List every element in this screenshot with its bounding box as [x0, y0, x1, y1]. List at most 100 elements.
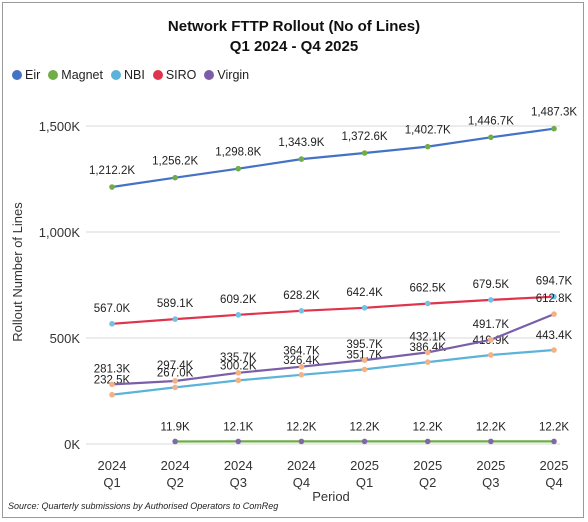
source-note: Source: Quarterly submissions by Authori…: [8, 501, 279, 511]
data-label-virgin: 364.7K: [283, 346, 320, 358]
data-label-eir: 1,372.6K: [342, 131, 388, 143]
data-point-eir: [551, 125, 557, 132]
data-point-nbi: [551, 347, 557, 353]
data-label-virgin: 491.7K: [473, 319, 510, 331]
data-label-magnet: 12.2K: [539, 421, 569, 433]
y-axis-label: Rollout Number of Lines: [10, 202, 25, 342]
data-label-magnet: 11.9K: [161, 421, 191, 433]
x-tick-quarter: Q3: [482, 475, 499, 490]
x-tick-year: 2024: [224, 458, 253, 473]
data-label-virgin: 612.8K: [536, 293, 573, 305]
data-label-eir: 1,446.7K: [468, 115, 514, 127]
data-label-eir: 1,212.2K: [89, 165, 135, 177]
data-point-siro: [235, 312, 242, 318]
data-point-virgin: [298, 363, 305, 370]
y-tick-label: 1,500K: [39, 119, 81, 134]
data-point-nbi: [361, 366, 368, 373]
chart-subtitle: Q1 2024 - Q4 2025: [229, 38, 359, 55]
data-point-siro: [424, 300, 431, 307]
data-point-eir: [172, 174, 178, 181]
data-label-siro: 662.5K: [409, 283, 446, 295]
data-point-eir: [235, 165, 242, 172]
data-label-eir: 1,487.3K: [531, 107, 577, 119]
x-tick-quarter: Q4: [545, 475, 562, 490]
data-label-eir: 1,256.2K: [152, 156, 198, 168]
y-tick-label: 500K: [50, 331, 81, 346]
x-tick-year: 2025: [350, 458, 379, 473]
data-label-siro: 567.0K: [94, 303, 131, 315]
legend-label-magnet: Magnet: [61, 68, 103, 82]
legend-marker-magnet: [48, 70, 59, 80]
legend-marker-siro: [152, 70, 163, 80]
data-point-siro: [488, 297, 494, 303]
x-tick-quarter: Q1: [356, 475, 373, 490]
data-point-eir: [109, 184, 115, 190]
x-tick-quarter: Q1: [103, 475, 120, 490]
data-point-virgin: [172, 378, 178, 384]
data-label-magnet: 12.1K: [223, 421, 253, 433]
data-label-virgin: 335.7K: [220, 352, 257, 364]
data-label-magnet: 12.2K: [413, 421, 443, 433]
data-point-siro: [551, 293, 557, 300]
data-label-siro: 642.4K: [346, 287, 383, 299]
data-label-virgin: 281.3K: [94, 363, 131, 375]
data-label-eir: 1,402.7K: [405, 125, 451, 137]
data-point-siro: [361, 305, 368, 311]
legend-item-eir: Eir: [12, 68, 40, 82]
x-tick-quarter: Q4: [293, 475, 310, 490]
x-tick-year: 2025: [540, 458, 569, 473]
data-point-virgin: [488, 336, 494, 343]
series-line-eir: [111, 127, 555, 189]
data-point-eir: [298, 156, 305, 162]
x-axis-label: Period: [312, 489, 350, 504]
data-point-magnet: [488, 438, 494, 445]
legend-label-virgin: Virgin: [217, 68, 250, 82]
data-label-siro: 589.1K: [157, 298, 194, 310]
data-point-magnet: [551, 438, 557, 445]
series-line-nbi: [111, 348, 555, 396]
data-point-nbi: [298, 372, 305, 378]
data-point-eir: [488, 134, 494, 141]
x-tick-year: 2024: [98, 458, 127, 473]
legend: Eir Magnet NBI SIRO Virgin: [12, 68, 249, 82]
legend-item-magnet: Magnet: [48, 68, 103, 82]
legend-label-eir: Eir: [25, 68, 41, 82]
x-tick-year: 2024: [161, 458, 190, 473]
data-point-eir: [424, 143, 431, 150]
data-point-magnet: [172, 438, 178, 445]
series-line-virgin: [111, 313, 555, 386]
legend-item-nbi: NBI: [110, 68, 145, 82]
legend-marker-eir: [12, 70, 22, 80]
data-label-siro: 679.5K: [473, 279, 510, 291]
data-label-magnet: 12.2K: [350, 421, 380, 433]
legend-label-nbi: NBI: [123, 68, 145, 82]
data-label-magnet: 12.2K: [476, 421, 506, 433]
chart-title: Network FTTP Rollout (No of Lines): [167, 18, 421, 35]
data-point-nbi: [424, 359, 431, 365]
data-label-nbi: 267.0K: [157, 367, 194, 379]
data-label-virgin: 395.7K: [346, 339, 383, 351]
data-label-magnet: 12.2K: [286, 421, 316, 433]
x-tick-year: 2024: [287, 458, 316, 473]
x-tick-quarter: Q3: [230, 475, 247, 490]
data-point-virgin: [361, 357, 368, 363]
data-label-nbi: 326.4K: [283, 355, 320, 367]
data-label-eir: 1,343.9K: [278, 137, 324, 149]
x-tick-year: 2025: [476, 458, 505, 473]
legend-item-siro: SIRO: [152, 68, 197, 82]
data-point-magnet: [235, 438, 242, 445]
x-tick-quarter: Q2: [419, 475, 436, 490]
data-point-virgin: [235, 370, 242, 376]
data-point-nbi: [172, 384, 178, 391]
legend-label-siro: SIRO: [165, 68, 197, 82]
data-point-magnet: [424, 438, 431, 445]
x-tick-quarter: Q2: [166, 475, 183, 490]
x-tick-year: 2025: [413, 458, 442, 473]
data-label-eir: 1,298.8K: [215, 147, 261, 159]
data-point-magnet: [298, 438, 305, 445]
data-label-nbi: 443.4K: [536, 330, 573, 342]
series-line-siro: [111, 295, 555, 325]
y-tick-label: 1,000K: [39, 225, 81, 240]
data-label-virgin: 297.4K: [157, 360, 194, 372]
